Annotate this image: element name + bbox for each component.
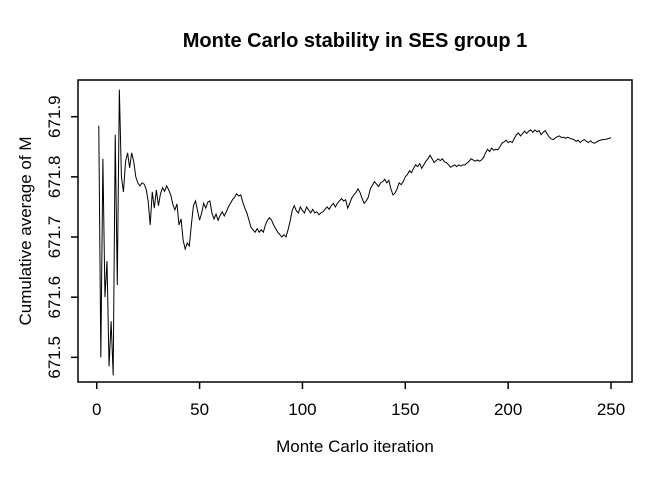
x-tick-label: 100 [288, 400, 316, 419]
x-axis-label: Monte Carlo iteration [276, 437, 434, 456]
y-axis-ticks: 671.5 671.6 671.7 671.8 671.9 [45, 95, 78, 379]
x-tick-label: 250 [597, 400, 625, 419]
plot-box [77, 79, 633, 383]
x-axis-ticks: 0 50 100 150 200 250 [92, 382, 625, 419]
x-tick-label: 150 [391, 400, 419, 419]
y-tick-label: 671.6 [45, 276, 64, 319]
y-tick-label: 671.8 [45, 156, 64, 199]
x-tick-label: 200 [494, 400, 522, 419]
data-line [98, 89, 612, 376]
y-tick-label: 671.5 [45, 336, 64, 379]
y-axis-label: Cumulative average of M [16, 137, 35, 326]
y-tick-label: 671.7 [45, 216, 64, 259]
x-tick-label: 50 [190, 400, 209, 419]
x-tick-label: 0 [92, 400, 101, 419]
chart-title: Monte Carlo stability in SES group 1 [183, 30, 527, 52]
y-tick-label: 671.9 [45, 95, 64, 138]
